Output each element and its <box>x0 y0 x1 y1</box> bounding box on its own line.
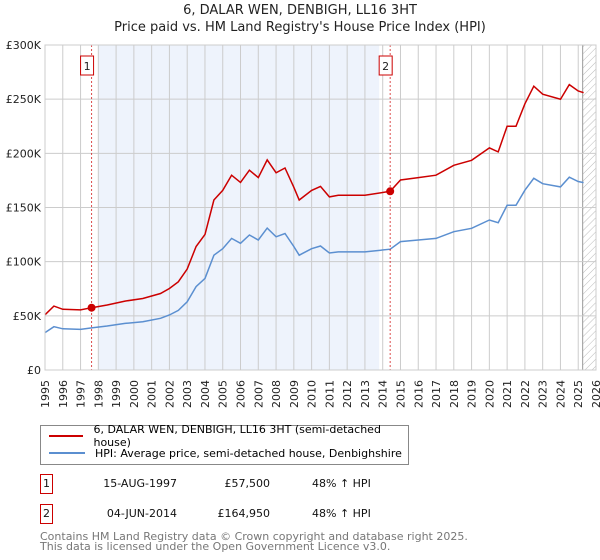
transaction-price: £57,500 <box>224 477 271 490</box>
sale-label-box <box>378 55 393 76</box>
y-tick-label: £100K <box>6 256 42 269</box>
x-tick-label: 1997 <box>75 380 88 408</box>
x-tick-label: 2021 <box>501 380 514 408</box>
footer-line: Contains HM Land Registry data © Crown c… <box>40 530 468 543</box>
x-tick-label: 2001 <box>146 380 159 408</box>
transaction-date: 15-AUG-1997 <box>103 477 177 490</box>
x-tick-label: 2015 <box>394 380 407 408</box>
y-tick-label: £50K <box>13 310 42 323</box>
x-tick-label: 2005 <box>217 380 230 408</box>
x-tick-label: 2016 <box>412 380 425 408</box>
legend-item-hpi: HPI: Average price, semi-detached house,… <box>49 445 402 461</box>
x-tick-label: 2022 <box>519 380 532 408</box>
x-tick-label: 2003 <box>181 380 194 408</box>
y-tick-label: £200K <box>6 147 42 160</box>
legend-item-property: 6, DALAR WEN, DENBIGH, LL16 3HT (semi-de… <box>49 423 408 449</box>
x-tick-label: 2026 <box>590 380 600 408</box>
x-tick-label: 2019 <box>466 380 479 408</box>
x-tick-label: 2006 <box>235 380 248 408</box>
x-tick-label: 1996 <box>57 380 70 408</box>
x-tick-label: 2020 <box>483 380 496 408</box>
x-tick-label: 2025 <box>572 380 585 408</box>
x-tick-label: 2014 <box>377 380 390 408</box>
legend-label: HPI: Average price, semi-detached house,… <box>95 446 402 460</box>
footer-line: This data is licensed under the Open Gov… <box>40 540 391 553</box>
legend-label: 6, DALAR WEN, DENBIGH, LL16 3HT (semi-de… <box>93 423 381 449</box>
chart-legend: 6, DALAR WEN, DENBIGH, LL16 3HT (semi-de… <box>40 423 409 465</box>
x-tick-label: 2013 <box>359 380 372 408</box>
footer: Contains HM Land Registry data © Crown c… <box>40 530 468 553</box>
x-tick-label: 1998 <box>92 380 105 408</box>
plot-frame <box>44 44 597 371</box>
legend-swatch-red <box>49 435 84 437</box>
x-tick-label: 1995 <box>39 380 52 408</box>
x-tick-label: 2010 <box>306 380 319 408</box>
x-tick-label: 2023 <box>537 380 550 408</box>
sale-point <box>386 187 395 196</box>
x-tick-label: 2018 <box>448 380 461 408</box>
transaction-number: 2 <box>40 504 53 524</box>
chart-subtitle: Price paid vs. HM Land Registry's House … <box>114 20 486 35</box>
sale-point <box>87 303 96 312</box>
x-tick-label: 1999 <box>110 380 123 408</box>
x-tick-label: 2007 <box>252 380 265 408</box>
chart-title: 6, DALAR WEN, DENBIGH, LL16 3HT <box>183 3 417 18</box>
x-tick-label: 2024 <box>554 380 567 408</box>
y-tick-label: £250K <box>6 93 42 106</box>
x-tick-label: 2011 <box>323 380 336 408</box>
x-tick-label: 2008 <box>270 380 283 408</box>
y-tick-label: £150K <box>6 202 42 215</box>
transaction-number: 1 <box>40 474 53 494</box>
sale-label-box <box>80 55 95 76</box>
x-tick-label: 2004 <box>199 380 212 408</box>
y-tick-label: £0 <box>27 364 41 377</box>
price-chart: 1 2 1995 1996 1997 1998 1999 2000 2001 2002 2003 20… <box>6 39 600 408</box>
transaction-hpi: 48% ↑ HPI <box>312 507 371 520</box>
legend-swatch-blue <box>49 452 85 454</box>
sale-label: 1 <box>84 60 91 73</box>
x-tick-label: 2017 <box>430 380 443 408</box>
transaction-hpi: 48% ↑ HPI <box>312 477 371 490</box>
x-tick-label: 2009 <box>288 380 301 408</box>
hpi-line <box>44 176 584 334</box>
x-tick-label: 2000 <box>128 380 141 408</box>
transaction-date: 04-JUN-2014 <box>106 507 177 520</box>
transaction-price: £164,950 <box>217 507 271 520</box>
x-tick-label: 2012 <box>341 380 354 408</box>
property-price-line <box>44 83 584 316</box>
x-tick-label: 2002 <box>163 380 176 408</box>
sale-label: 2 <box>382 60 389 73</box>
y-tick-label: £300K <box>6 39 42 52</box>
